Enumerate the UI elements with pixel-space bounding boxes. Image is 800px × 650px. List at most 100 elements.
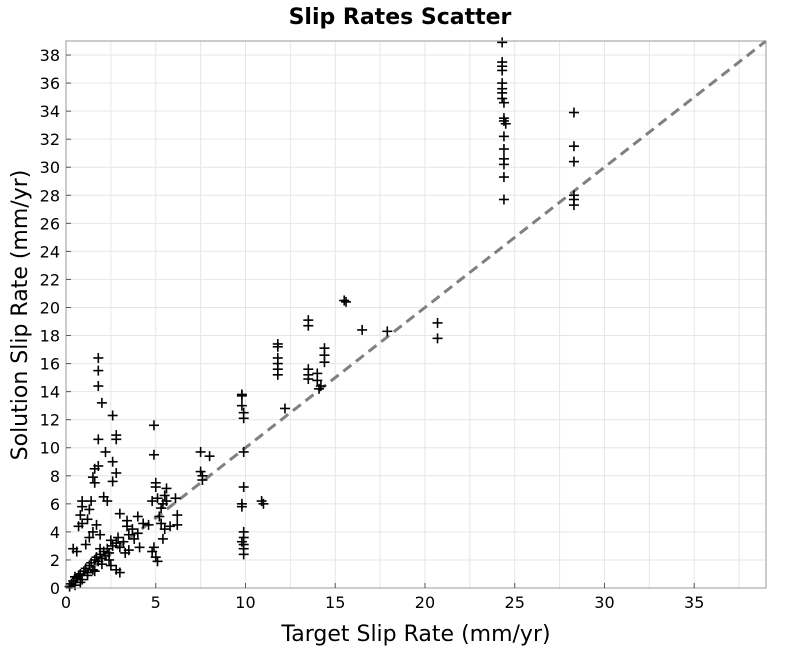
data-point xyxy=(84,532,95,543)
y-tick-label: 20 xyxy=(40,298,60,317)
plot-frame xyxy=(65,40,767,589)
data-point xyxy=(319,357,330,368)
data-point xyxy=(154,511,165,522)
data-point xyxy=(568,141,579,152)
data-point xyxy=(93,460,104,471)
data-point xyxy=(172,510,183,521)
data-point xyxy=(195,446,206,457)
data-point xyxy=(498,131,509,142)
y-tick-label: 2 xyxy=(50,551,60,570)
data-point xyxy=(568,156,579,167)
data-point xyxy=(148,420,159,431)
x-tick-label: 25 xyxy=(505,593,525,612)
data-point xyxy=(91,519,102,530)
data-point xyxy=(236,501,247,512)
data-point xyxy=(114,542,125,553)
grid-lines xyxy=(66,41,766,588)
data-point xyxy=(111,467,122,478)
y-tick-label: 4 xyxy=(50,523,60,542)
y-tick-label: 32 xyxy=(40,130,60,149)
data-point xyxy=(157,533,168,544)
data-point xyxy=(303,374,314,385)
data-point xyxy=(148,449,159,460)
data-point xyxy=(159,524,170,535)
data-point xyxy=(150,482,161,493)
data-point xyxy=(105,535,116,546)
data-point xyxy=(498,172,509,183)
data-point xyxy=(87,564,98,575)
y-tick-label: 12 xyxy=(40,411,60,430)
data-point xyxy=(82,514,93,525)
data-point xyxy=(113,532,124,543)
reference-line xyxy=(65,39,767,590)
data-point xyxy=(258,498,269,509)
data-point xyxy=(95,529,106,540)
y-tick-label: 6 xyxy=(50,495,60,514)
x-tick-label: 10 xyxy=(235,593,255,612)
y-tick-label: 28 xyxy=(40,186,60,205)
data-point xyxy=(143,519,154,530)
data-point xyxy=(84,504,95,515)
data-point xyxy=(80,539,91,550)
data-point xyxy=(147,546,158,557)
data-point xyxy=(107,410,118,421)
x-tick-label: 5 xyxy=(151,593,161,612)
x-tick-label: 30 xyxy=(594,593,614,612)
data-point xyxy=(95,543,106,554)
x-tick-label: 0 xyxy=(61,593,71,612)
data-point xyxy=(77,518,88,529)
data-point xyxy=(500,118,511,129)
data-point xyxy=(238,446,249,457)
data-point xyxy=(498,143,509,154)
data-point xyxy=(132,511,143,522)
data-point xyxy=(568,107,579,118)
data-point xyxy=(161,496,172,507)
data-point xyxy=(147,496,158,507)
data-point xyxy=(236,400,247,411)
data-point xyxy=(236,390,247,401)
data-point xyxy=(105,560,116,571)
data-point xyxy=(96,397,107,408)
y-tick-label: 24 xyxy=(40,242,60,261)
data-point xyxy=(123,529,134,540)
y-tick-label: 34 xyxy=(40,102,60,121)
data-point xyxy=(432,317,443,328)
x-tick-label: 35 xyxy=(684,593,704,612)
data-point xyxy=(197,475,208,486)
data-point xyxy=(107,456,118,467)
data-point xyxy=(89,566,100,577)
y-tick-label: 10 xyxy=(40,439,60,458)
data-point xyxy=(172,519,183,530)
data-point xyxy=(134,542,145,553)
data-point xyxy=(272,369,283,380)
y-tick-label: 18 xyxy=(40,327,60,346)
y-tick-label: 16 xyxy=(40,355,60,374)
data-point xyxy=(138,518,149,529)
data-point xyxy=(382,326,393,337)
data-point xyxy=(497,65,508,76)
data-point xyxy=(195,466,206,477)
y-tick-label: 36 xyxy=(40,74,60,93)
data-point xyxy=(100,446,111,457)
data-point xyxy=(303,320,314,331)
y-tick-label: 38 xyxy=(40,46,60,65)
data-point xyxy=(339,295,350,306)
data-point xyxy=(152,493,163,504)
y-tick-label: 26 xyxy=(40,214,60,233)
data-point xyxy=(432,333,443,344)
data-point xyxy=(114,508,125,519)
data-point xyxy=(497,93,508,104)
y-axis-title: Solution Slip Rate (mm/yr) xyxy=(8,170,33,461)
y-tick-label: 14 xyxy=(40,383,60,402)
data-point xyxy=(129,533,140,544)
data-point xyxy=(87,472,98,483)
data-point xyxy=(75,577,86,588)
data-point xyxy=(87,526,98,537)
x-tick-label: 20 xyxy=(415,593,435,612)
data-point xyxy=(238,549,249,560)
x-axis-title: Target Slip Rate (mm/yr) xyxy=(280,622,550,647)
data-point xyxy=(127,524,138,535)
data-points xyxy=(64,37,579,592)
data-point xyxy=(93,352,104,363)
